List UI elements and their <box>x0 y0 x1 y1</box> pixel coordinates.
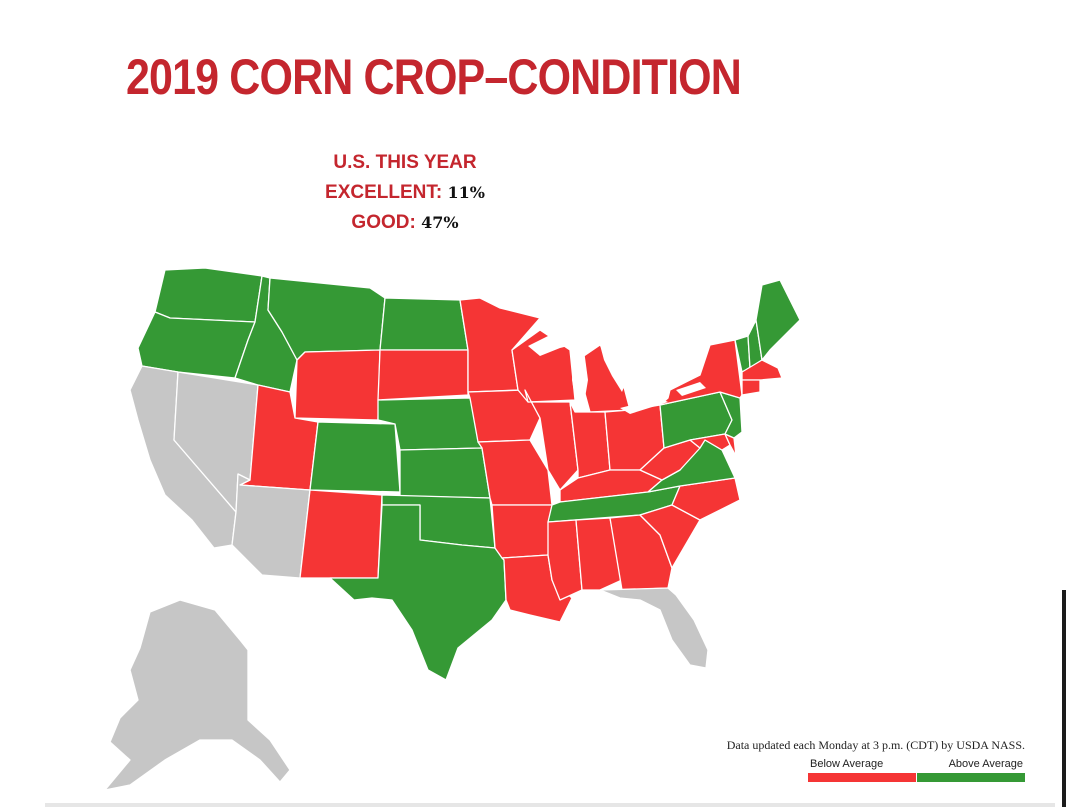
summary-good: GOOD: 47% <box>290 208 520 238</box>
lake-erie <box>620 398 668 414</box>
state-NM[interactable] <box>299 489 383 579</box>
state-MO[interactable] <box>477 439 553 506</box>
right-edge-bar <box>1062 590 1066 807</box>
state-SC[interactable] <box>639 504 701 569</box>
state-AK[interactable] <box>104 599 291 791</box>
state-WA[interactable] <box>154 267 263 323</box>
state-CO[interactable] <box>309 421 401 493</box>
lake-ontario <box>676 382 706 396</box>
state-KS[interactable] <box>399 447 491 499</box>
lake-superior <box>528 322 608 356</box>
state-AL[interactable] <box>575 517 623 591</box>
summary-excellent: EXCELLENT: 11% <box>290 178 520 208</box>
legend-above-swatch <box>917 773 1025 782</box>
excellent-value: 11% <box>447 183 485 202</box>
legend-below-label: Below Average <box>810 758 884 770</box>
page-title: 2019 CORN CROP–CONDITION <box>126 49 742 105</box>
legend-below-swatch <box>808 773 916 782</box>
state-ME[interactable] <box>755 279 801 361</box>
good-label: GOOD: <box>351 212 416 233</box>
state-AZ[interactable] <box>231 473 311 579</box>
state-NY[interactable] <box>659 339 743 406</box>
state-SD[interactable] <box>377 349 469 401</box>
bottom-divider <box>45 803 1055 807</box>
state-AR[interactable] <box>491 504 553 559</box>
legend-above-label: Above Average <box>948 758 1023 770</box>
legend: Below Average Above Average <box>808 758 1025 788</box>
state-FL[interactable] <box>599 587 709 669</box>
data-source-note: Data updated each Monday at 3 p.m. (CDT)… <box>726 738 1025 752</box>
state-ND[interactable] <box>379 297 469 351</box>
lake-huron <box>600 345 630 392</box>
us-summary: U.S. THIS YEAR EXCELLENT: 11% GOOD: 47% <box>290 148 520 238</box>
summary-heading: U.S. THIS YEAR <box>333 152 477 173</box>
state-TX[interactable] <box>329 504 507 681</box>
state-WY[interactable] <box>294 349 381 421</box>
good-value: 47% <box>421 213 459 232</box>
excellent-label: EXCELLENT: <box>325 182 443 203</box>
lake-michigan <box>572 350 588 404</box>
state-NC[interactable] <box>671 477 741 521</box>
state-CT[interactable] <box>741 379 761 396</box>
